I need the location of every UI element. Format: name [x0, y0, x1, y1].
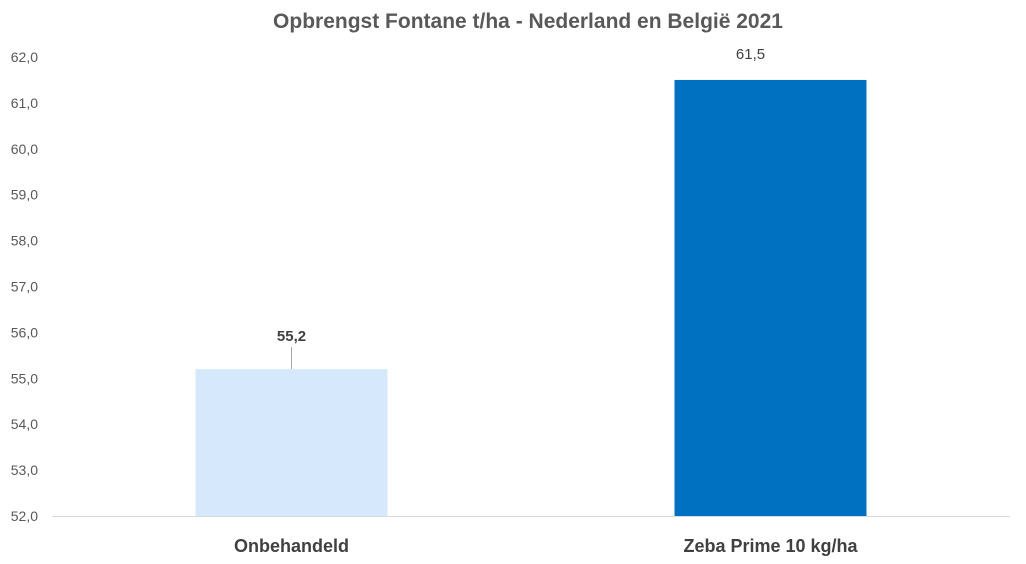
y-tick-label: 57,0: [11, 279, 38, 295]
y-tick-label: 56,0: [11, 324, 38, 340]
y-tick-label: 52,0: [11, 508, 38, 524]
y-tick-label: 58,0: [11, 233, 38, 249]
y-tick-label: 59,0: [11, 187, 38, 203]
data-labels: 55,2 61,5: [277, 46, 765, 370]
y-tick-label: 60,0: [11, 141, 38, 157]
y-axis: 52,0 53,0 54,0 55,0 56,0 57,0 58,0 59,0 60,0 61,0…: [11, 49, 38, 524]
bar: [195, 369, 388, 516]
chart-title: Opbrengst Fontane t/ha - Nederland en Be…: [273, 10, 783, 33]
bar: [674, 79, 867, 516]
y-tick-label: 61,0: [11, 95, 38, 111]
x-tick-label: Zeba Prime 10 kg/ha: [683, 536, 858, 556]
y-tick-label: 62,0: [11, 49, 38, 65]
data-label: 55,2: [277, 328, 306, 345]
x-axis: Onbehandeld Zeba Prime 10 kg/ha: [234, 536, 859, 556]
y-tick-label: 54,0: [11, 416, 38, 432]
x-tick-label: Onbehandeld: [234, 536, 349, 556]
y-tick-label: 55,0: [11, 370, 38, 386]
y-tick-label: 53,0: [11, 462, 38, 478]
bars: [195, 79, 867, 516]
data-label: 61,5: [736, 46, 765, 63]
